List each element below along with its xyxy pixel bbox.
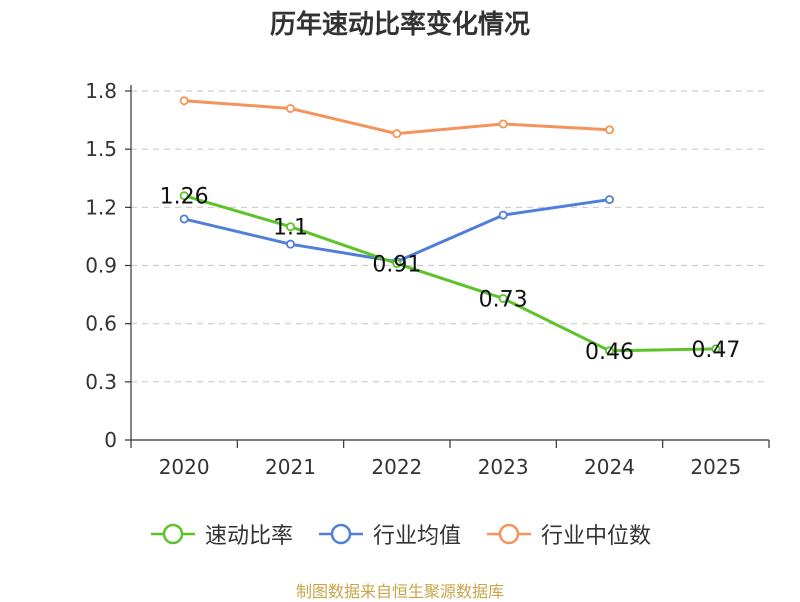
data-point <box>498 210 508 220</box>
grid-lines <box>131 90 769 383</box>
data-label: 1.1 <box>273 216 308 241</box>
y-tick-label: 0.9 <box>85 254 117 278</box>
data-point <box>498 119 508 129</box>
series-lines <box>179 96 721 356</box>
x-tick-label: 2025 <box>690 455 741 479</box>
legend-item-industry-mean[interactable]: 行业均值 <box>317 518 461 550</box>
x-tick-label: 2021 <box>265 455 316 479</box>
legend-label: 速动比率 <box>204 524 293 549</box>
legend-label: 行业均值 <box>372 524 461 549</box>
legend-marker-icon <box>487 523 531 545</box>
data-label: 0.73 <box>479 287 528 312</box>
x-tick-label: 2023 <box>478 455 529 479</box>
data-point <box>498 293 508 303</box>
data-point <box>285 239 295 249</box>
data-point <box>711 344 721 354</box>
legend-label: 行业中位数 <box>541 524 652 549</box>
legend-marker-icon <box>150 523 195 545</box>
chart-title: 历年速动比率变化情况 <box>269 10 530 40</box>
y-tick-label: 1.2 <box>85 195 117 219</box>
data-point <box>605 346 615 356</box>
legend-item-industry-median[interactable]: 行业中位数 <box>485 518 651 550</box>
y-tick-label: 0.3 <box>85 370 117 394</box>
data-label: 0.47 <box>691 338 740 363</box>
series-line-2 <box>184 99 610 136</box>
legend-item-quick-ratio[interactable]: 速动比率 <box>149 518 293 550</box>
y-tick-label: 1.5 <box>85 137 117 161</box>
series-line-0 <box>183 194 716 353</box>
data-labels: 1.26 1.1 0.91 0.73 0.46 0.47 <box>160 185 741 365</box>
data-point <box>392 129 402 139</box>
legend: 速动比率 行业均值 行业中位数 <box>0 518 800 550</box>
data-point <box>392 259 402 269</box>
data-label: 1.26 <box>160 185 209 210</box>
data-label: 0.91 <box>372 253 421 278</box>
data-label: 0.46 <box>585 340 634 365</box>
data-point <box>285 222 295 232</box>
axes: 0 0.3 0.6 0.9 1.2 1.5 1.8 2020 2021 2022 2023 2024 2… <box>85 79 770 479</box>
legend-marker-icon <box>318 523 363 545</box>
y-tick-label: 0 <box>104 428 117 452</box>
data-point <box>179 96 189 106</box>
source-caption: 制图数据来自恒生聚源数据库 <box>295 582 504 601</box>
x-tick-label: 2024 <box>584 455 635 479</box>
data-point <box>285 103 295 113</box>
data-point <box>605 195 615 205</box>
data-point <box>605 125 615 135</box>
x-tick-label: 2020 <box>159 455 210 479</box>
y-tick-label: 0.6 <box>85 312 117 336</box>
x-tick-label: 2022 <box>371 455 422 479</box>
y-tick-label: 1.8 <box>85 79 117 103</box>
data-point <box>179 214 189 224</box>
data-point <box>179 191 189 201</box>
